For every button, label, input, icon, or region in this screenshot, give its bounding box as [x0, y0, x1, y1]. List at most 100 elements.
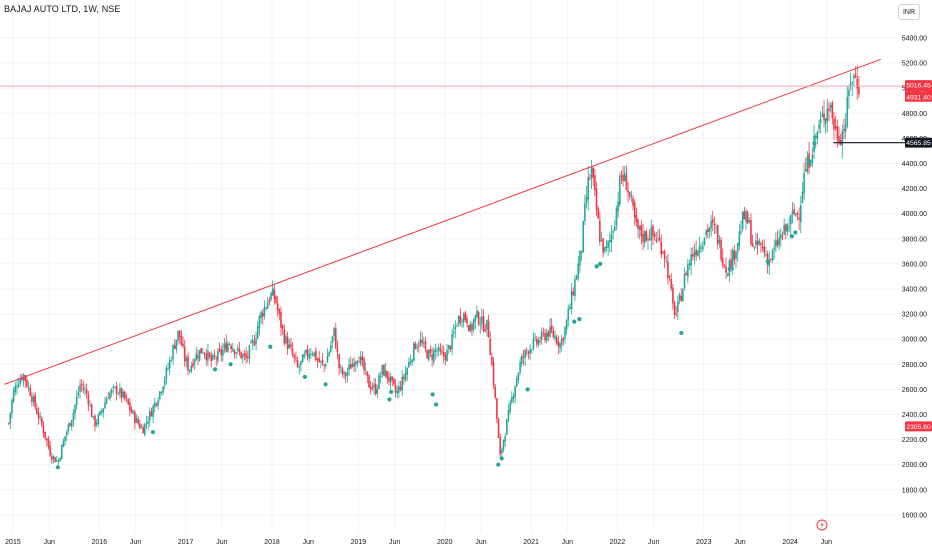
candle-body [590, 167, 593, 179]
candle-body [584, 203, 586, 221]
candle-body [85, 389, 88, 394]
candle-body [848, 90, 850, 97]
candle-body [157, 400, 159, 406]
candle-body [618, 176, 621, 205]
candle-body [466, 318, 468, 324]
price-tag-label: 4931.40 [906, 94, 931, 101]
candle-body [346, 371, 349, 376]
candle-body [673, 302, 676, 316]
candle-body [354, 362, 357, 365]
candle-body [555, 337, 558, 344]
candle-body [804, 169, 807, 172]
candle-body [29, 387, 32, 397]
candle-body [359, 356, 362, 365]
candle-body [313, 352, 315, 356]
candle-body [388, 377, 390, 382]
candle-body [414, 343, 417, 350]
candle-body [763, 246, 766, 253]
candle-body [36, 408, 38, 414]
candle-body [516, 378, 518, 386]
candle-body [693, 252, 696, 258]
marker-dot [55, 465, 60, 470]
candle-body [339, 366, 342, 368]
candle-body [594, 175, 596, 191]
candle-body [544, 333, 546, 341]
marker-dot [577, 317, 582, 322]
marker-dot [812, 141, 817, 146]
candle-body [296, 360, 299, 367]
drawing-layer [0, 58, 905, 385]
candle-body [497, 419, 500, 438]
candle-body [853, 74, 855, 79]
candle-body [286, 336, 289, 350]
candle-body [95, 422, 98, 426]
candle-body [424, 341, 427, 349]
candle-body [77, 392, 80, 396]
candle-body [725, 266, 727, 273]
candle-body [283, 329, 286, 344]
candle-body [391, 376, 394, 380]
candle-body [278, 309, 281, 315]
candle-body [408, 361, 410, 368]
price-tag-bg [905, 421, 932, 432]
candle-body [27, 386, 30, 388]
candle-body [42, 425, 45, 434]
candle-body [185, 358, 188, 362]
candle-body [756, 241, 759, 246]
candle-body [582, 220, 585, 253]
candle-body [765, 254, 767, 256]
candle-body [442, 352, 445, 357]
candle-body [403, 376, 405, 379]
price-tag-label: 4565.85 [906, 140, 931, 147]
candle-body [418, 345, 420, 347]
candle-body [373, 384, 375, 388]
candle-body [41, 418, 43, 426]
candle-body [834, 126, 837, 129]
candle-body [735, 251, 737, 259]
candle-body [144, 423, 146, 435]
candle-body [275, 296, 277, 303]
candle-body [217, 350, 219, 362]
candle-body [255, 338, 257, 344]
candle-body [12, 390, 15, 402]
candle-body [512, 395, 515, 400]
candle-body [630, 195, 633, 198]
candle-body [344, 373, 347, 377]
candle-body [540, 331, 543, 340]
marker-dot [496, 462, 501, 467]
candle-body [80, 383, 83, 386]
candle-body [678, 294, 681, 301]
candle-body [843, 128, 845, 131]
candle-body [472, 319, 475, 330]
candle-body [295, 357, 297, 360]
candle-body [227, 343, 229, 352]
candle-body [374, 383, 377, 395]
marker-dot [212, 367, 218, 372]
x-tick-label: 2019 [351, 539, 367, 546]
candle-body [658, 237, 661, 241]
candle-body [484, 329, 487, 332]
candle-body [90, 404, 93, 417]
candle-body [471, 324, 473, 331]
candle-body [256, 326, 259, 339]
candle-body [667, 261, 669, 279]
candle-body [341, 367, 344, 375]
candle-body [436, 350, 438, 352]
x-tick-label: Jun [734, 539, 745, 546]
candle-body [251, 340, 254, 343]
candle-body [290, 344, 292, 348]
candle-body [575, 276, 578, 280]
candle-body [799, 205, 802, 223]
candle-body [574, 279, 576, 297]
candle-body [823, 113, 825, 121]
candle-body [459, 315, 462, 323]
candle-body [125, 397, 128, 399]
currency-button[interactable]: INR [898, 4, 920, 20]
candle-body [775, 240, 777, 247]
candle-body [173, 345, 176, 349]
candle-body [849, 83, 852, 87]
candle-body [504, 436, 506, 442]
candle-body [653, 234, 656, 237]
